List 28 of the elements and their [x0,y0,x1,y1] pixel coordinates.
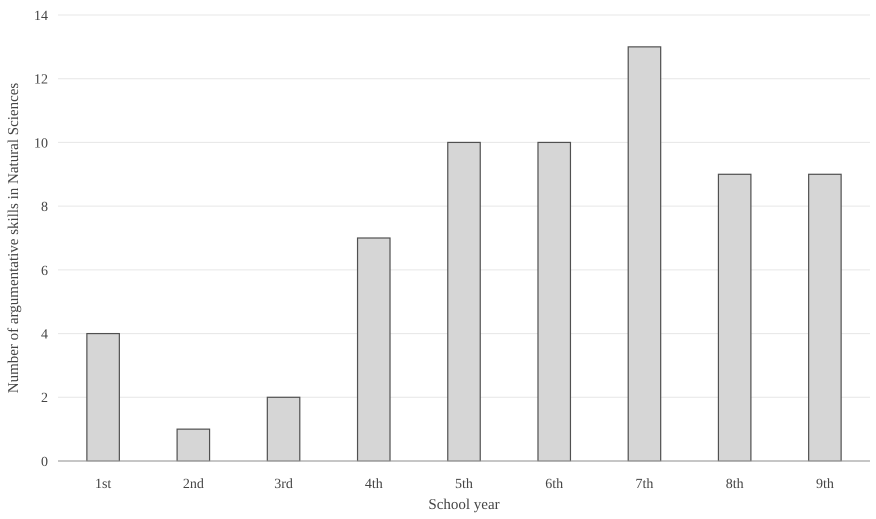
x-axis-title: School year [428,497,500,513]
x-tick-label: 3rd [274,477,293,492]
y-tick-label: 10 [34,136,48,152]
x-tick-label: 8th [726,477,744,492]
bar [176,428,210,462]
y-axis-title: Number of argumentative skills in Natural Sciences [6,82,22,394]
x-tick-label: 6th [545,477,564,492]
y-tick-label: 6 [41,264,48,279]
bar [266,396,300,462]
y-tick-label: 12 [34,72,48,88]
y-tick-label: 8 [41,200,48,216]
x-tick-label: 7th [636,477,654,492]
bar [537,142,572,462]
x-tick-label: 5th [455,477,473,492]
bar [718,174,752,462]
x-tick-label: 9th [816,477,834,492]
bar [808,174,842,462]
bar [86,332,120,462]
x-tick-label: 2nd [182,477,204,492]
y-tick-label: 14 [34,8,48,24]
x-tick-label: 4th [364,477,383,492]
bar [356,237,391,462]
bar [447,142,481,462]
y-tick-label: 4 [41,327,48,342]
x-tick-label: 1st [94,477,112,492]
y-tick-label: 2 [41,391,48,406]
bar [628,46,662,462]
y-tick-label: 0 [41,454,48,470]
